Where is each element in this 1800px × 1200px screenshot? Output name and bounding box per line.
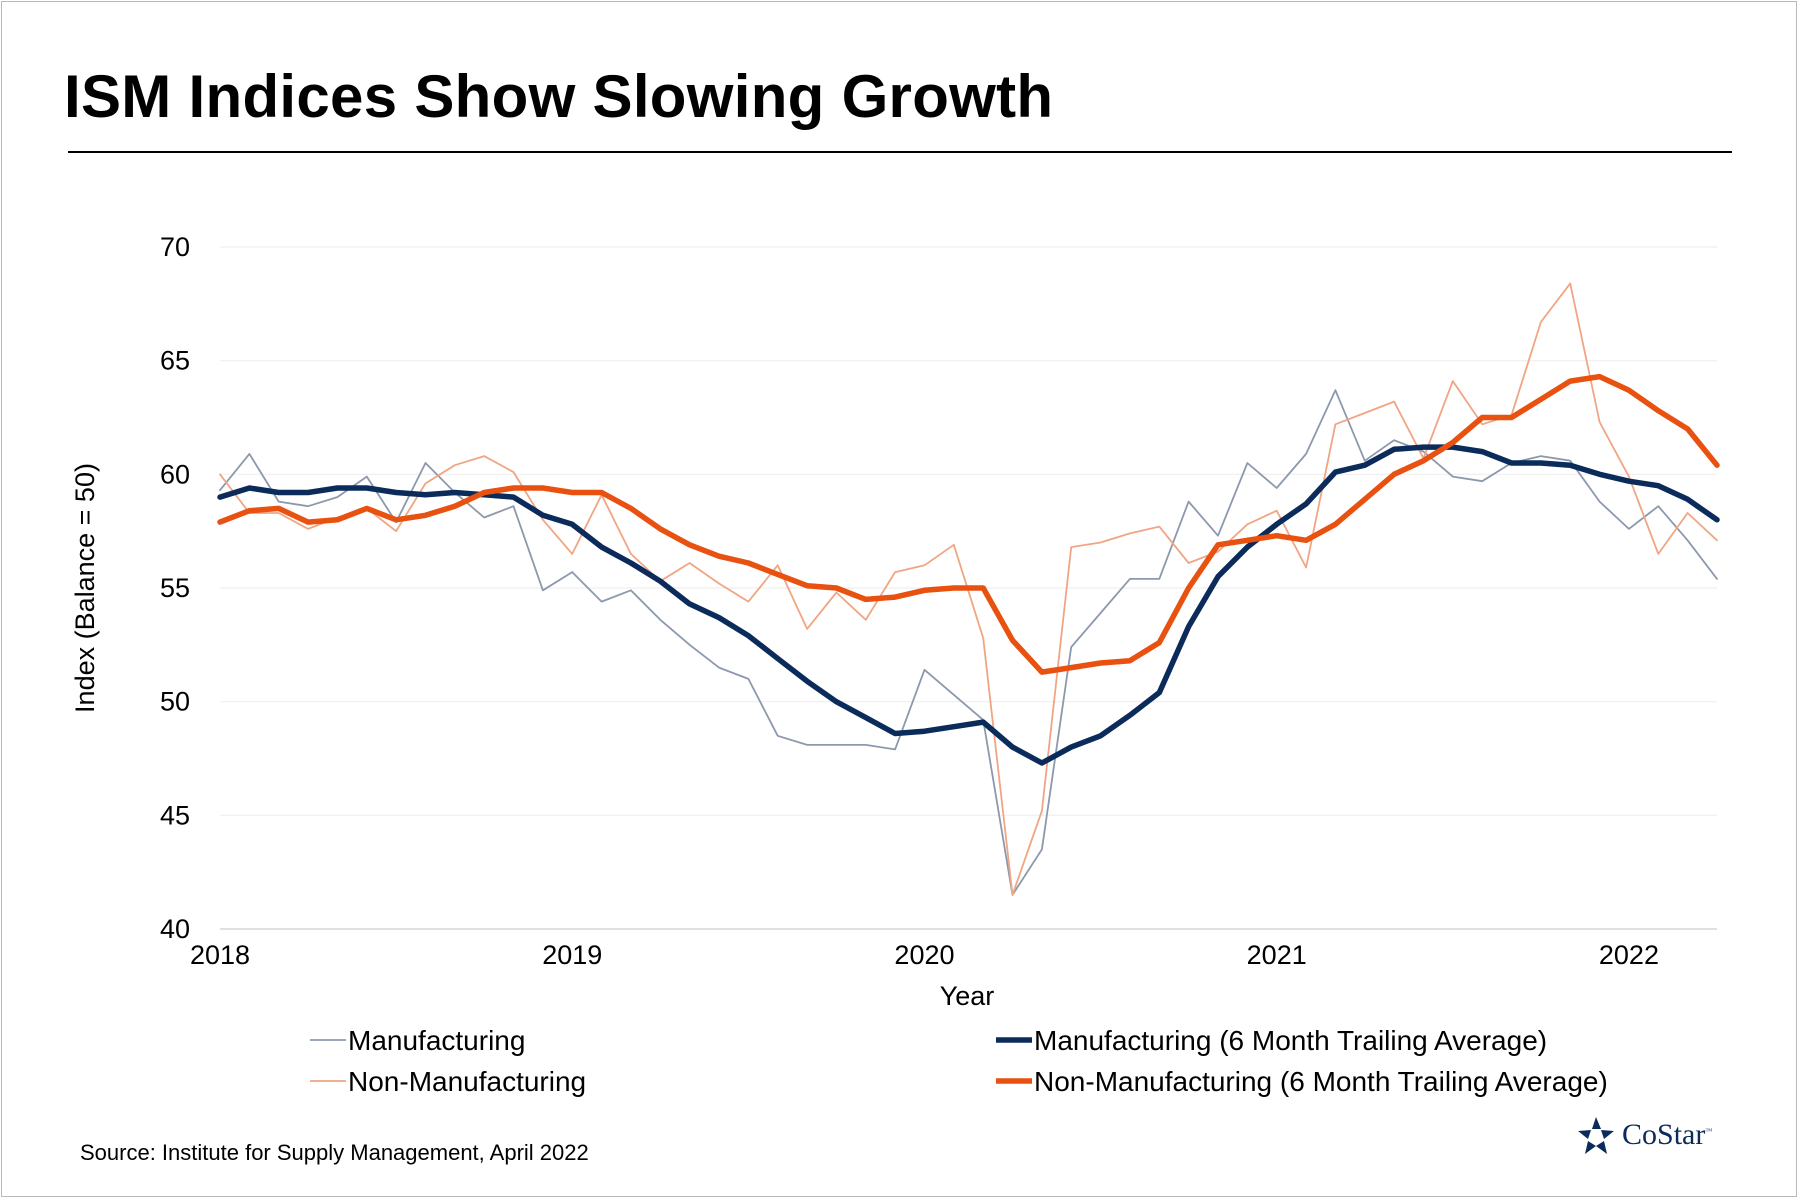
y-tick-labels: 40 45 50 55 60 65 70 <box>160 232 190 944</box>
gridlines <box>220 246 1717 816</box>
series-line-manufacturing <box>219 389 1718 896</box>
legend: Manufacturing Non-Manufacturing Manufactur… <box>310 1025 1608 1097</box>
costar-star-icon <box>1578 1117 1614 1154</box>
y-tick-label: 55 <box>160 573 190 603</box>
legend-label: Manufacturing <box>348 1025 525 1056</box>
legend-label: Manufacturing (6 Month Trailing Average) <box>1034 1025 1547 1056</box>
y-tick-label: 70 <box>160 232 190 262</box>
x-tick-label: 2019 <box>542 940 602 970</box>
x-tick-labels: 2018 2019 2020 2021 2022 <box>190 940 1659 970</box>
source-note: Source: Institute for Supply Management,… <box>80 1140 589 1165</box>
y-tick-label: 40 <box>160 914 190 944</box>
legend-label: Non-Manufacturing <box>348 1066 586 1097</box>
costar-logo-text: CoStar™ <box>1622 1118 1713 1151</box>
series-line-manufacturing-avg <box>217 444 1720 766</box>
x-tick-label: 2021 <box>1247 940 1307 970</box>
x-axis-label: Year <box>940 981 995 1011</box>
y-axis-label: Index (Balance = 50) <box>70 463 100 713</box>
y-tick-label: 50 <box>160 687 190 717</box>
legend-label: Non-Manufacturing (6 Month Trailing Aver… <box>1034 1066 1608 1097</box>
y-tick-label: 45 <box>160 800 190 830</box>
y-tick-label: 65 <box>160 346 190 376</box>
x-tick-label: 2018 <box>190 940 250 970</box>
series-line-non-manufacturing <box>219 282 1718 896</box>
title-divider <box>68 151 1732 153</box>
y-tick-label: 60 <box>160 459 190 489</box>
x-tick-label: 2020 <box>894 940 954 970</box>
series-lines <box>217 282 1720 896</box>
page-title: ISM Indices Show Slowing Growth <box>64 63 1054 130</box>
x-tick-label: 2022 <box>1599 940 1659 970</box>
series-line-non-manufacturing-avg <box>217 373 1720 675</box>
costar-logo: CoStar™ <box>1574 1114 1724 1158</box>
